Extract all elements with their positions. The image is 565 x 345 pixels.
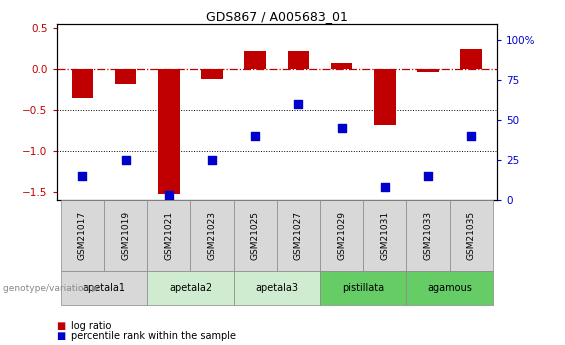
- Bar: [374, 69, 396, 125]
- Text: pistillata: pistillata: [342, 283, 384, 293]
- FancyBboxPatch shape: [277, 200, 320, 271]
- Text: GSM21033: GSM21033: [424, 211, 433, 260]
- Text: apetala3: apetala3: [255, 283, 298, 293]
- Text: GSM21019: GSM21019: [121, 211, 130, 260]
- FancyBboxPatch shape: [61, 200, 104, 271]
- Text: log ratio: log ratio: [71, 321, 111, 331]
- FancyBboxPatch shape: [61, 271, 147, 305]
- Text: GSM21029: GSM21029: [337, 211, 346, 260]
- Point: [294, 101, 303, 107]
- Text: percentile rank within the sample: percentile rank within the sample: [71, 332, 236, 341]
- FancyBboxPatch shape: [234, 200, 277, 271]
- Text: ■: ■: [56, 321, 66, 331]
- FancyBboxPatch shape: [320, 271, 406, 305]
- Text: agamous: agamous: [427, 283, 472, 293]
- Text: GSM21017: GSM21017: [78, 211, 87, 260]
- Text: GSM21035: GSM21035: [467, 211, 476, 260]
- Bar: [201, 69, 223, 79]
- Point: [78, 173, 87, 179]
- Text: genotype/variation ▶: genotype/variation ▶: [3, 284, 99, 293]
- Bar: [72, 69, 93, 98]
- Bar: [245, 51, 266, 69]
- FancyBboxPatch shape: [406, 200, 450, 271]
- FancyBboxPatch shape: [363, 200, 406, 271]
- Bar: [418, 69, 439, 72]
- Point: [337, 125, 346, 131]
- FancyBboxPatch shape: [406, 271, 493, 305]
- Point: [207, 157, 216, 163]
- Bar: [158, 69, 180, 194]
- Text: GSM21021: GSM21021: [164, 211, 173, 260]
- FancyBboxPatch shape: [450, 200, 493, 271]
- Text: GSM21025: GSM21025: [251, 211, 260, 260]
- Point: [380, 185, 389, 190]
- Text: GSM21023: GSM21023: [207, 211, 216, 260]
- FancyBboxPatch shape: [234, 271, 320, 305]
- Bar: [331, 62, 353, 69]
- Point: [467, 134, 476, 139]
- FancyBboxPatch shape: [104, 200, 147, 271]
- Point: [251, 134, 260, 139]
- Title: GDS867 / A005683_01: GDS867 / A005683_01: [206, 10, 348, 23]
- Text: GSM21031: GSM21031: [380, 211, 389, 260]
- Bar: [288, 51, 309, 69]
- FancyBboxPatch shape: [320, 200, 363, 271]
- FancyBboxPatch shape: [190, 200, 234, 271]
- Text: ■: ■: [56, 332, 66, 341]
- Text: apetala1: apetala1: [82, 283, 125, 293]
- Point: [164, 193, 173, 198]
- Point: [424, 173, 433, 179]
- Bar: [115, 69, 136, 84]
- Point: [121, 157, 130, 163]
- Text: apetala2: apetala2: [169, 283, 212, 293]
- Text: GSM21027: GSM21027: [294, 211, 303, 260]
- FancyBboxPatch shape: [147, 271, 234, 305]
- Bar: [460, 49, 482, 69]
- FancyBboxPatch shape: [147, 200, 190, 271]
